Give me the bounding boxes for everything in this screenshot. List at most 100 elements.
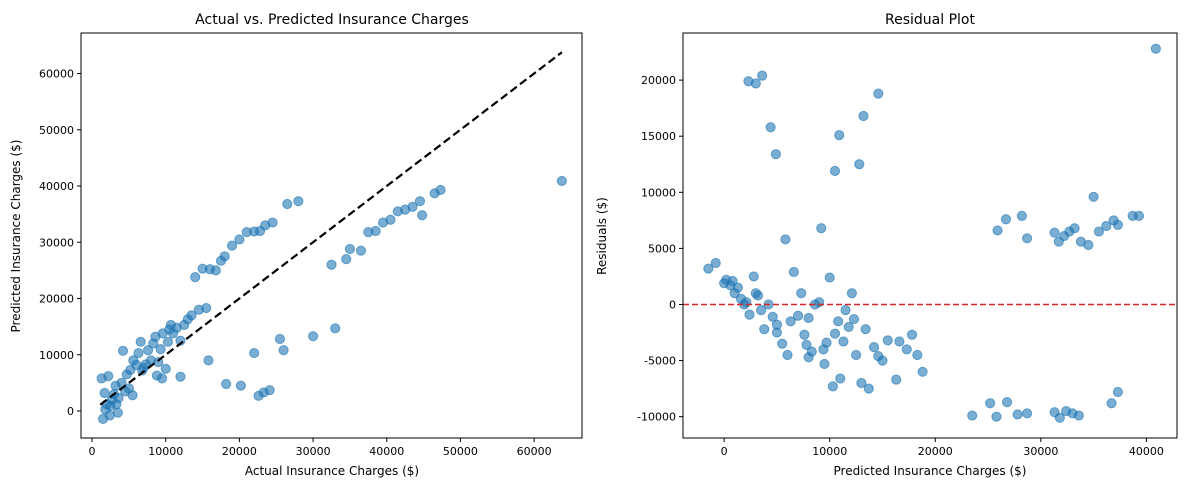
data-point xyxy=(992,225,1003,236)
data-point xyxy=(901,344,912,355)
x-tick-label: 40000 xyxy=(1129,445,1164,458)
data-point xyxy=(771,319,783,330)
data-point xyxy=(799,329,810,340)
data-point xyxy=(326,259,337,270)
data-point xyxy=(796,288,807,299)
residual-chart: Residual Plot Predicted Insurance Charge… xyxy=(595,12,1178,478)
data-point xyxy=(235,380,246,391)
y-tick-label: 20000 xyxy=(641,74,676,87)
data-point xyxy=(1001,396,1013,408)
data-point xyxy=(1150,43,1161,54)
y-tick-label: 40000 xyxy=(39,180,74,193)
data-point xyxy=(341,254,352,265)
data-point xyxy=(1022,233,1033,244)
data-point xyxy=(848,313,860,325)
data-point xyxy=(370,225,381,237)
data-point xyxy=(814,297,825,308)
data-point xyxy=(767,311,778,322)
data-point xyxy=(219,251,230,262)
data-point xyxy=(267,217,278,228)
data-point xyxy=(748,271,759,282)
x-tick-label: 20000 xyxy=(918,445,953,458)
data-point xyxy=(750,78,761,89)
data-point xyxy=(759,324,770,335)
data-point xyxy=(838,336,849,347)
x-tick-label: 60000 xyxy=(517,445,552,458)
data-point xyxy=(741,297,752,308)
data-point xyxy=(835,373,846,384)
y-tick-label: 50000 xyxy=(39,124,74,137)
data-point xyxy=(175,371,186,382)
y-axis-label: Residuals ($) xyxy=(595,197,609,275)
data-point xyxy=(868,342,880,353)
data-point xyxy=(344,243,356,255)
data-point xyxy=(99,387,110,399)
x-tick-label: 50000 xyxy=(443,445,478,458)
data-point xyxy=(1054,412,1065,423)
data-point xyxy=(1069,223,1080,234)
data-point xyxy=(912,349,923,361)
data-point xyxy=(803,352,814,363)
data-point xyxy=(840,305,851,316)
data-point xyxy=(1073,410,1084,421)
data-point xyxy=(801,339,812,350)
data-point xyxy=(1093,226,1104,237)
chart-title: Residual Plot xyxy=(885,12,975,28)
x-tick-label: 30000 xyxy=(296,445,331,458)
data-point xyxy=(111,399,122,410)
data-point xyxy=(293,196,304,207)
data-point xyxy=(824,272,835,283)
data-point xyxy=(1083,239,1094,251)
x-tick-label: 40000 xyxy=(369,445,404,458)
data-point xyxy=(1022,408,1033,419)
data-point xyxy=(162,336,174,347)
data-point xyxy=(103,371,114,382)
data-point xyxy=(703,263,714,274)
data-point xyxy=(891,374,902,385)
data-point xyxy=(785,316,796,327)
data-point xyxy=(833,316,844,327)
data-point xyxy=(1012,409,1023,420)
data-point xyxy=(226,240,238,251)
data-point xyxy=(860,324,871,335)
reference-line xyxy=(99,51,563,406)
data-point xyxy=(1049,227,1060,238)
data-point xyxy=(210,265,221,276)
data-point xyxy=(151,370,162,381)
data-point xyxy=(234,234,245,245)
data-point xyxy=(221,378,232,390)
data-point xyxy=(829,328,841,339)
data-point xyxy=(752,290,764,301)
data-point xyxy=(906,329,918,340)
data-point xyxy=(104,410,115,421)
data-point xyxy=(851,349,862,361)
data-point xyxy=(556,175,567,187)
data-point xyxy=(710,257,721,269)
data-point xyxy=(819,358,830,370)
data-point xyxy=(843,321,854,333)
data-point xyxy=(201,302,212,314)
axes-frame xyxy=(682,32,1178,439)
data-point xyxy=(414,196,426,207)
data-point xyxy=(829,165,841,177)
data-point xyxy=(827,381,838,392)
data-point xyxy=(127,390,138,401)
data-point xyxy=(137,365,148,376)
data-point xyxy=(967,410,978,421)
data-point xyxy=(1016,210,1027,221)
data-point xyxy=(190,272,201,283)
data-point xyxy=(164,324,175,335)
y-tick-label: 30000 xyxy=(39,236,74,249)
x-tick-label: 20000 xyxy=(222,445,257,458)
x-tick-label: 10000 xyxy=(148,445,183,458)
data-point xyxy=(435,184,446,196)
data-point xyxy=(160,363,171,374)
y-tick-label: 10000 xyxy=(641,186,676,199)
data-point xyxy=(1112,386,1123,398)
y-tick-label: -10000 xyxy=(637,411,676,424)
data-point xyxy=(186,310,197,321)
x-tick-label: 10000 xyxy=(812,445,847,458)
data-point xyxy=(1106,398,1117,409)
x-axis-label: Actual Insurance Charges ($) xyxy=(245,464,419,478)
